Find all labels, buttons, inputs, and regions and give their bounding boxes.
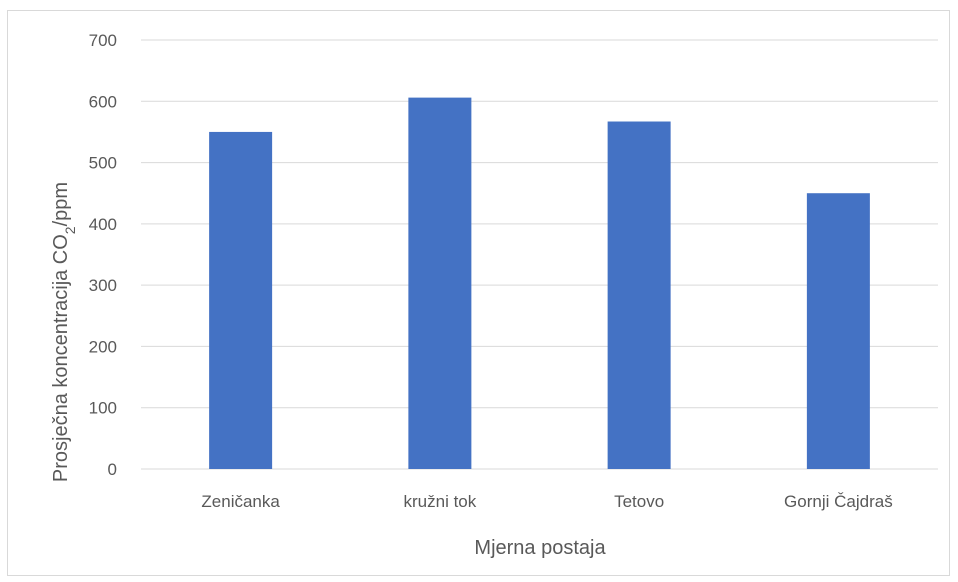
y-axis-title-subscript: 2 <box>62 226 78 234</box>
y-tick-label: 600 <box>89 92 117 111</box>
x-tick-label: Gornji Čajdraš <box>784 492 893 511</box>
y-tick-label: 100 <box>89 399 117 418</box>
y-tick-label: 300 <box>89 276 117 295</box>
y-axis-title-suffix: /ppm <box>50 182 72 226</box>
y-tick-label: 700 <box>89 31 117 50</box>
bars <box>209 97 870 469</box>
bar <box>806 193 870 469</box>
chart-frame <box>7 10 950 576</box>
gridlines <box>141 39 938 470</box>
y-tick-label: 500 <box>89 154 117 173</box>
x-tick-label: Zeničanka <box>201 492 280 511</box>
x-tick-label: kružni tok <box>404 492 477 511</box>
y-tick-label: 200 <box>89 337 117 356</box>
y-tick-label: 400 <box>89 215 117 234</box>
y-axis-title-prefix: Prosječna koncentracija CO <box>50 234 72 482</box>
x-tick-label: Tetovo <box>614 492 664 511</box>
y-tick-label: 0 <box>108 460 117 479</box>
bar <box>607 121 671 469</box>
y-axis-title: Prosječna koncentracija CO2/ppm <box>50 182 78 482</box>
bar <box>408 97 472 469</box>
x-axis-ticks: Zeničanka kružni tok Tetovo Gornji Čajdraš <box>201 492 892 511</box>
bar <box>209 131 273 469</box>
y-axis-ticks: 0 100 200 300 400 500 600 700 <box>89 31 117 479</box>
x-axis-title: Mjerna postaja <box>474 537 606 559</box>
